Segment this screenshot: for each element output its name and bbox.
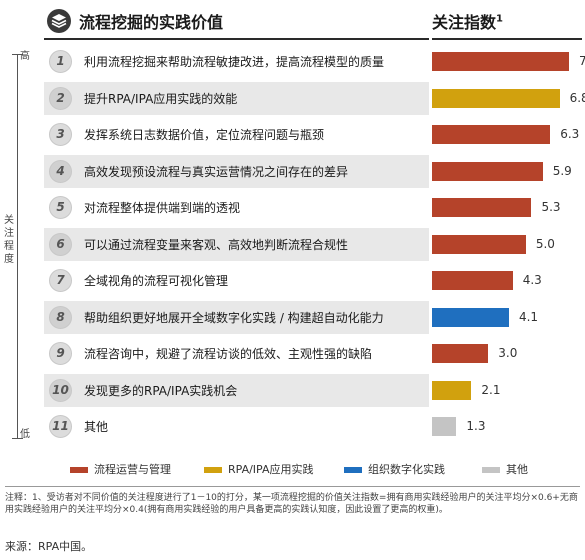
category-label: 全域视角的流程可视化管理: [84, 274, 229, 288]
category-label: 利用流程挖掘来帮助流程敏捷改进，提高流程模型的质量: [84, 55, 385, 69]
value-label: 5.9: [552, 163, 572, 178]
value-bar: [432, 88, 560, 108]
category-label: 提升RPA/IPA应用实践的效能: [84, 91, 238, 106]
value-bar: [432, 198, 532, 217]
chart-header: 流程挖掘的实践价值 关注指数1: [0, 0, 585, 42]
row-background: 3 发挥系统日志数据价值，定位流程问题与瓶颈: [44, 118, 429, 151]
axis-high-label: 高: [20, 51, 30, 62]
header-rule-index: [432, 38, 582, 40]
category-label: 流程咨询中，规避了流程访谈的低效、主观性强的缺陷: [84, 347, 373, 361]
value-label: 7.3: [579, 54, 585, 68]
value-bar: [432, 52, 569, 71]
header-rule: [44, 38, 429, 40]
rank-badge: 2: [49, 86, 72, 110]
legend-label: 流程运营与管理: [94, 463, 171, 476]
chart-row: 3 发挥系统日志数据价值，定位流程问题与瓶颈 6.3: [44, 118, 584, 151]
legend-swatch: [482, 467, 500, 473]
value-bar: [432, 417, 457, 436]
row-background: 10 发现更多的RPA/IPA实践机会: [44, 373, 429, 407]
value-bar: [432, 380, 472, 400]
chart-title: 流程挖掘的实践价值: [79, 13, 224, 32]
value-label: 5.0: [535, 236, 555, 251]
row-background: 2 提升RPA/IPA应用实践的效能: [44, 81, 429, 115]
value-label: 2.1: [481, 382, 501, 397]
source-note: 来源：RPA中国。: [5, 540, 93, 553]
value-label: 1.3: [466, 419, 486, 433]
chart-row: 9 流程咨询中，规避了流程访谈的低效、主观性强的缺陷 3.0: [44, 337, 584, 370]
value-label: 4.3: [522, 273, 542, 287]
chart-row: 8 帮助组织更好地展开全域数字化实践 / 构建超自动化能力 4.1: [44, 300, 584, 334]
layers-icon: [47, 9, 71, 33]
index-title-text: 关注指数: [432, 13, 497, 32]
legend-swatch: [344, 467, 362, 473]
rank-badge: 7: [49, 269, 72, 292]
value-bar: [432, 307, 509, 327]
footnote: 注释：1、受访者对不同价值的关注程度进行了1－10的打分，某一项流程挖掘的价值关…: [5, 493, 578, 515]
value-label: 4.1: [518, 309, 539, 324]
rank-badge: 4: [49, 159, 72, 183]
legend-label: RPA/IPA应用实践: [228, 463, 314, 476]
category-label: 对流程整体提供端到端的透视: [84, 201, 241, 215]
axis-low-label: 低: [20, 429, 30, 440]
axis-title: 关注程度: [3, 214, 15, 266]
category-label: 发现更多的RPA/IPA实践机会: [84, 383, 238, 398]
row-background: 4 高效发现预设流程与真实运营情况之间存在的差异: [44, 154, 429, 188]
axis-line: [17, 54, 18, 438]
row-background: 9 流程咨询中，规避了流程访谈的低效、主观性强的缺陷: [44, 337, 429, 370]
value-label: 3.0: [498, 346, 518, 360]
rank-badge: 1: [49, 50, 72, 73]
rank-badge: 3: [49, 123, 72, 146]
value-bar: [432, 161, 543, 181]
value-bar: [432, 344, 489, 363]
rank-badge: 8: [49, 305, 72, 329]
attention-axis: 高 关注程度 低: [0, 44, 40, 444]
footnote-divider: [5, 486, 580, 487]
category-label: 帮助组织更好地展开全域数字化实践 / 构建超自动化能力: [84, 310, 384, 325]
rank-badge: 9: [49, 342, 72, 365]
legend-swatch: [70, 467, 88, 473]
category-label: 发挥系统日志数据价值，定位流程问题与瓶颈: [84, 128, 325, 142]
value-bar: [432, 271, 513, 290]
index-column-title: 关注指数1: [432, 9, 503, 33]
chart-row: 7 全域视角的流程可视化管理 4.3: [44, 264, 584, 297]
chart-row: 10 发现更多的RPA/IPA实践机会 2.1: [44, 373, 584, 407]
chart-row: 5 对流程整体提供端到端的透视 5.3: [44, 191, 584, 224]
chart-row: 6 可以通过流程变量来客观、高效地判断流程合规性 5.0: [44, 227, 584, 261]
chart-legend: 流程运营与管理 RPA/IPA应用实践 组织数字化实践 其他: [70, 461, 570, 477]
chart-row: 1 利用流程挖掘来帮助流程敏捷改进，提高流程模型的质量 7.3: [44, 45, 585, 78]
chart-row: 11 其他 1.3: [44, 410, 584, 443]
axis-bottom-tick: [12, 438, 23, 439]
row-background: 5 对流程整体提供端到端的透视: [44, 191, 429, 224]
index-title-footnote-mark: 1: [496, 13, 503, 25]
rank-badge: 6: [49, 232, 72, 256]
row-background: 7 全域视角的流程可视化管理: [44, 264, 429, 297]
category-label: 其他: [84, 420, 109, 434]
rank-badge: 5: [49, 196, 72, 219]
rank-badge: 11: [49, 415, 72, 438]
category-label: 高效发现预设流程与真实运营情况之间存在的差异: [84, 164, 349, 179]
legend-label: 其他: [506, 463, 528, 476]
row-background: 6 可以通过流程变量来客观、高效地判断流程合规性: [44, 227, 429, 261]
axis-top-tick: [12, 54, 23, 55]
legend-label: 组织数字化实践: [368, 463, 445, 476]
value-label: 6.8: [569, 90, 585, 105]
chart-row: 4 高效发现预设流程与真实运营情况之间存在的差异 5.9: [44, 154, 584, 188]
row-background: 1 利用流程挖掘来帮助流程敏捷改进，提高流程模型的质量: [44, 45, 429, 78]
value-bar: [432, 234, 526, 254]
row-background: 11 其他: [44, 410, 429, 443]
value-label: 6.3: [560, 127, 580, 141]
value-bar: [432, 125, 551, 144]
rank-badge: 10: [49, 378, 72, 402]
category-label: 可以通过流程变量来客观、高效地判断流程合规性: [84, 237, 349, 252]
legend-swatch: [204, 467, 222, 473]
chart-row: 2 提升RPA/IPA应用实践的效能 6.8: [44, 81, 585, 115]
value-label: 5.3: [541, 200, 561, 214]
row-background: 8 帮助组织更好地展开全域数字化实践 / 构建超自动化能力: [44, 300, 429, 334]
